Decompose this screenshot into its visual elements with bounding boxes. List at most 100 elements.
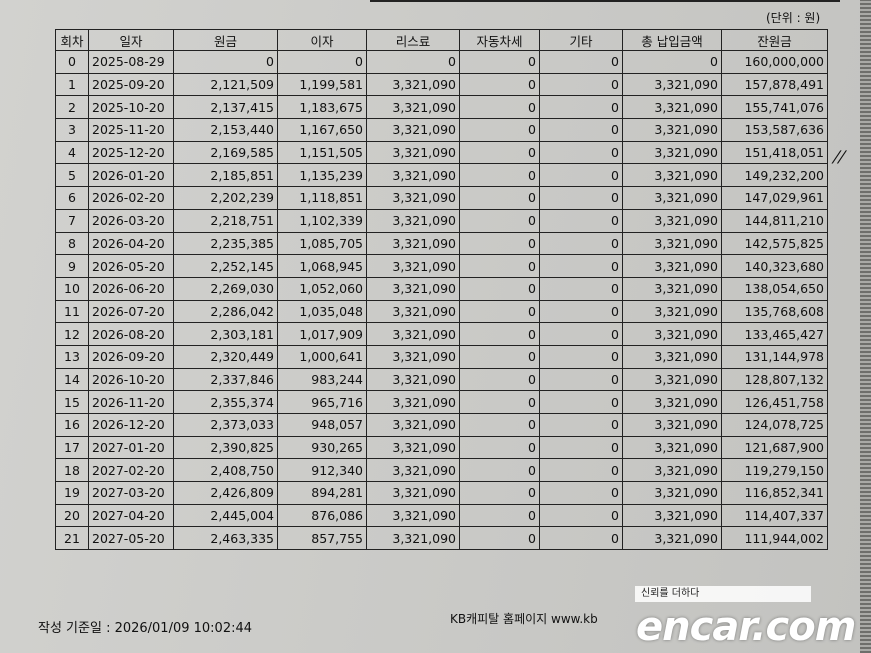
table-cell: 7 xyxy=(55,208,89,233)
table-cell: 0 xyxy=(539,140,623,165)
table-row: 17 2027-01-20 2,390,825 930,265 3,321,090 0 0 3… xyxy=(55,435,828,460)
table-cell: 0 xyxy=(539,344,623,369)
table-cell: 2,169,585 xyxy=(173,140,278,165)
table-row: 3 2025-11-20 2,153,440 1,167,650 3,321,090 0 0… xyxy=(55,118,828,142)
table-row: 1 2025-09-20 2,121,509 1,199,581 3,321,090 0 0… xyxy=(55,72,828,97)
table-cell: 2027-01-20 xyxy=(88,435,174,460)
table-cell: 2,426,809 xyxy=(173,481,278,505)
table-cell: 2,320,449 xyxy=(173,344,278,369)
table-cell: 2026-11-20 xyxy=(88,390,174,414)
table-cell: 3,321,090 xyxy=(622,526,722,551)
table-cell: 18 xyxy=(55,458,89,483)
table-cell: 2026-03-20 xyxy=(88,208,174,233)
column-header: 잔원금 xyxy=(721,29,828,51)
table-cell: 0 xyxy=(459,140,540,165)
table-cell: 2,121,509 xyxy=(173,72,278,97)
table-cell: 138,054,650 xyxy=(721,276,828,301)
table-cell: 2,337,846 xyxy=(173,367,278,392)
table-cell: 2025-09-20 xyxy=(88,72,174,97)
table-cell: 2025-10-20 xyxy=(88,95,174,120)
table-cell: 111,944,002 xyxy=(721,526,828,551)
table-cell: 0 xyxy=(539,163,623,188)
table-cell: 128,807,132 xyxy=(721,367,828,392)
table-cell: 1,135,239 xyxy=(277,163,367,188)
table-cell: 1,000,641 xyxy=(277,344,367,369)
table-row: 21 2027-05-20 2,463,335 857,755 3,321,090 0 0 3… xyxy=(55,526,828,551)
created-date: 작성 기준일 : 2026/01/09 10:02:44 xyxy=(38,621,253,636)
column-header: 일자 xyxy=(88,29,174,51)
table-cell: 3,321,090 xyxy=(622,458,722,483)
table-cell: 0 xyxy=(539,276,623,301)
table-cell: 1,017,909 xyxy=(277,322,367,346)
table-cell: 2,303,181 xyxy=(173,322,278,346)
table-cell: 6 xyxy=(55,186,89,210)
table-cell: 3,321,090 xyxy=(622,344,722,369)
table-cell: 2026-08-20 xyxy=(88,322,174,346)
table-cell: 2026-05-20 xyxy=(88,254,174,278)
table-cell: 2,463,335 xyxy=(173,526,278,551)
table-cell: 3,321,090 xyxy=(622,299,722,324)
table-cell: 0 xyxy=(459,458,540,483)
table-cell: 930,265 xyxy=(277,435,367,460)
table-cell: 2026-09-20 xyxy=(88,344,174,369)
table-row: 15 2026-11-20 2,355,374 965,716 3,321,090 0 0 3… xyxy=(55,390,828,414)
table-cell: 144,811,210 xyxy=(721,208,828,233)
kb-homepage-text: KB캐피탈 홈페이지 www.kb xyxy=(450,612,598,626)
table-cell: 3,321,090 xyxy=(366,503,460,528)
table-cell: 3,321,090 xyxy=(366,413,460,437)
table-cell: 3,321,090 xyxy=(366,118,460,142)
table-cell: 0 xyxy=(539,503,623,528)
table-cell: 121,687,900 xyxy=(721,435,828,460)
table-cell: 0 xyxy=(459,163,540,188)
table-row: 18 2027-02-20 2,408,750 912,340 3,321,090 0 0 3… xyxy=(55,458,828,483)
table-cell: 1 xyxy=(55,72,89,97)
table-cell: 3,321,090 xyxy=(622,503,722,528)
table-cell: 155,741,076 xyxy=(721,95,828,120)
table-cell: 3,321,090 xyxy=(366,231,460,256)
table-cell: 149,232,200 xyxy=(721,163,828,188)
table-row: 11 2026-07-20 2,286,042 1,035,048 3,321,090 0… xyxy=(55,299,828,324)
table-cell: 2026-06-20 xyxy=(88,276,174,301)
table-cell: 8 xyxy=(55,231,89,256)
table-cell: 3,321,090 xyxy=(366,95,460,120)
table-cell: 983,244 xyxy=(277,367,367,392)
table-cell: 0 xyxy=(459,208,540,233)
table-cell: 3,321,090 xyxy=(622,118,722,142)
table-cell: 2,390,825 xyxy=(173,435,278,460)
table-cell: 0 xyxy=(459,390,540,414)
table-cell: 0 xyxy=(539,458,623,483)
table-cell: 160,000,000 xyxy=(721,50,828,74)
table-cell: 0 xyxy=(539,95,623,120)
table-cell: 0 xyxy=(539,526,623,551)
table-cell: 2,137,415 xyxy=(173,95,278,120)
table-cell: 1,085,705 xyxy=(277,231,367,256)
table-cell: 3,321,090 xyxy=(622,254,722,278)
table-row: 12 2026-08-20 2,303,181 1,017,909 3,321,090 0… xyxy=(55,322,828,346)
table-cell: 1,052,060 xyxy=(277,276,367,301)
table-cell: 0 xyxy=(539,186,623,210)
table-cell: 0 xyxy=(539,50,623,74)
table-cell: 2025-11-20 xyxy=(88,118,174,142)
table-cell: 3,321,090 xyxy=(366,367,460,392)
table-cell: 3,321,090 xyxy=(622,276,722,301)
table-cell: 1,167,650 xyxy=(277,118,367,142)
table-cell: 0 xyxy=(173,50,278,74)
table-cell: 0 xyxy=(459,481,540,505)
table-cell: 3,321,090 xyxy=(366,163,460,188)
table-cell: 912,340 xyxy=(277,458,367,483)
table-cell: 0 xyxy=(539,72,623,97)
table-cell: 131,144,978 xyxy=(721,344,828,369)
table-cell: 2,445,004 xyxy=(173,503,278,528)
table-cell: 0 xyxy=(459,72,540,97)
table-cell: 3,321,090 xyxy=(366,344,460,369)
table-cell: 3,321,090 xyxy=(622,390,722,414)
table-cell: 0 xyxy=(459,526,540,551)
column-header: 이자 xyxy=(277,29,367,51)
lease-schedule-table: 회차 일자 원금 이자 리스료 자동차세 기타 총 납입금액 잔원금 0 2025-08-29 0 0… xyxy=(55,29,828,551)
table-cell: 151,418,051 xyxy=(721,140,828,165)
table-cell: 3 xyxy=(55,118,89,142)
table-cell: 0 xyxy=(539,435,623,460)
table-cell: 133,465,427 xyxy=(721,322,828,346)
table-cell: 3,321,090 xyxy=(366,208,460,233)
table-cell: 2027-02-20 xyxy=(88,458,174,483)
